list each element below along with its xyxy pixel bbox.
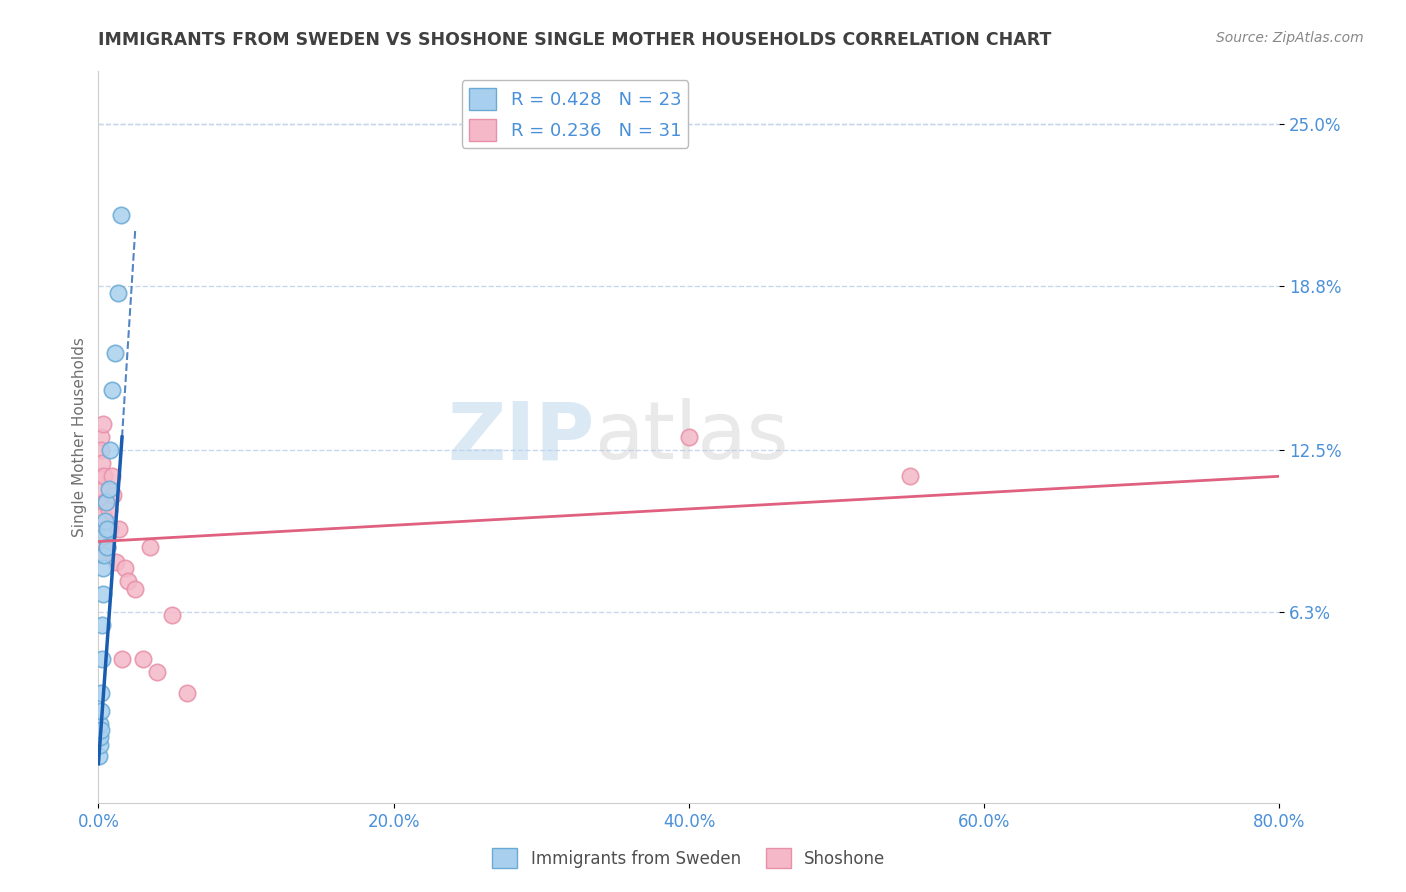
Point [108, 521, 131, 535]
Point [89, 748, 111, 763]
Point [90, 723, 112, 737]
Point [90, 483, 112, 497]
Point [105, 556, 128, 570]
Point [678, 430, 700, 444]
Point [96, 540, 118, 554]
Point [93, 469, 115, 483]
Point [104, 346, 127, 360]
Point [103, 487, 125, 501]
Y-axis label: Single Mother Households: Single Mother Households [72, 337, 87, 537]
Point [89, 731, 111, 745]
Legend: Immigrants from Sweden, Shoshone: Immigrants from Sweden, Shoshone [485, 841, 893, 875]
Point [176, 686, 198, 700]
Point [98, 521, 121, 535]
Text: atlas: atlas [595, 398, 789, 476]
Point [97, 503, 120, 517]
Point [100, 383, 122, 397]
Point [94, 529, 117, 543]
Point [89, 469, 111, 483]
Point [94, 514, 117, 528]
Text: ZIP: ZIP [447, 398, 595, 476]
Point [91, 456, 114, 470]
Point [90, 686, 112, 700]
Point [94, 495, 117, 509]
Point [93, 548, 115, 562]
Point [96, 540, 118, 554]
Point [98, 443, 121, 458]
Text: Source: ZipAtlas.com: Source: ZipAtlas.com [1216, 31, 1364, 45]
Point [162, 607, 183, 622]
Point [89, 739, 111, 753]
Point [132, 652, 155, 666]
Point [90, 430, 112, 444]
Point [110, 208, 132, 222]
Point [146, 665, 169, 680]
Point [89, 534, 111, 549]
Point [90, 521, 112, 535]
Point [107, 286, 129, 301]
Point [93, 534, 115, 549]
Point [114, 560, 136, 574]
Point [111, 652, 134, 666]
Point [90, 705, 112, 719]
Point [96, 521, 118, 535]
Point [90, 652, 112, 666]
Point [90, 443, 112, 458]
Point [97, 483, 120, 497]
Point [139, 540, 162, 554]
Point [93, 529, 115, 543]
Point [89, 548, 111, 562]
Text: IMMIGRANTS FROM SWEDEN VS SHOSHONE SINGLE MOTHER HOUSEHOLDS CORRELATION CHART: IMMIGRANTS FROM SWEDEN VS SHOSHONE SINGL… [98, 31, 1052, 49]
Point [100, 469, 122, 483]
Point [91, 618, 114, 632]
Point [124, 582, 146, 596]
Point [117, 574, 139, 588]
Point [91, 587, 114, 601]
Point [91, 417, 114, 431]
Point [900, 469, 922, 483]
Point [91, 508, 114, 523]
Point [94, 495, 117, 509]
Point [89, 717, 111, 731]
Point [89, 495, 111, 509]
Point [91, 560, 114, 574]
